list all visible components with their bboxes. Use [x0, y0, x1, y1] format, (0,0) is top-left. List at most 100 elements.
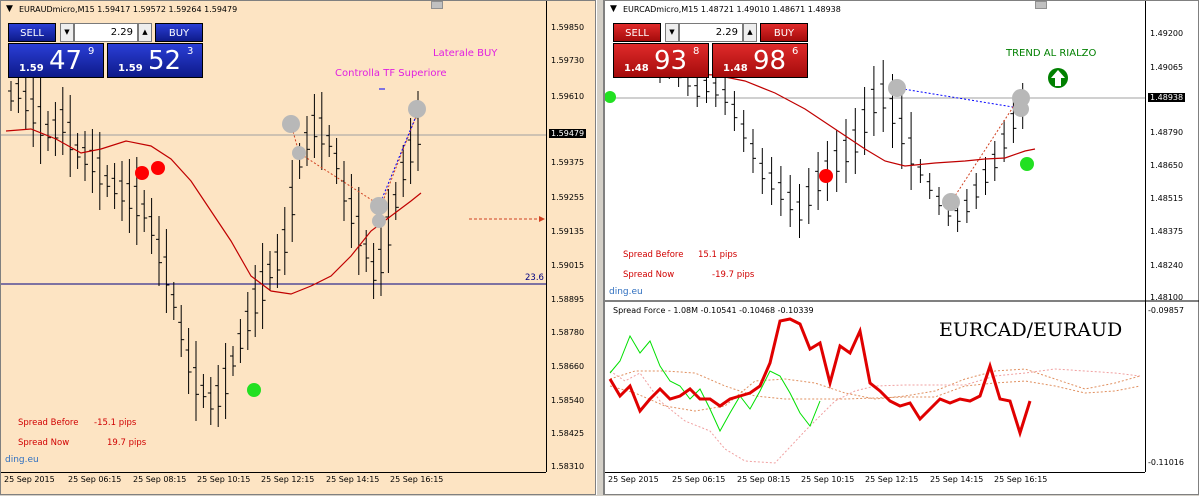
sell-price-pipette: 8	[693, 46, 700, 57]
sell-price-button[interactable]: 1.48 93 8	[613, 43, 709, 78]
eurcad-price-chart	[605, 53, 1199, 464]
lot-size-input[interactable]: 2.29	[74, 23, 138, 42]
time-label: 25 Sep 16:15	[994, 475, 1048, 484]
current-price-label: 1.48938	[1148, 93, 1186, 102]
price-label: 1.58780	[551, 328, 585, 337]
spread-force-line	[608, 317, 1032, 439]
buy-signal-dot	[605, 91, 616, 103]
price-label: 1.48790	[1150, 128, 1184, 137]
spread-now-label: Spread Now	[623, 270, 675, 280]
time-label: 25 Sep 14:15	[326, 475, 380, 484]
price-label: 1.58540	[551, 396, 585, 405]
price-label: 1.59255	[551, 193, 585, 202]
buy-price-prefix: 1.59	[118, 63, 143, 74]
sell-price-big: 93	[654, 46, 688, 76]
moving-average-line	[614, 68, 1036, 167]
blue-projection-line	[378, 108, 420, 207]
sell-price-button[interactable]: 1.59 47 9	[8, 43, 104, 78]
signal-line	[609, 368, 1141, 464]
price-label: 1.49200	[1150, 29, 1184, 38]
annotation-laterale: Laterale BUY	[433, 48, 498, 59]
lot-decrease-button[interactable]: ▼	[665, 23, 679, 42]
price-label: 1.49065	[1150, 63, 1184, 72]
eurcad-chart-window[interactable]: ▼ EURCADmicro,M15 1.48721 1.49010 1.4867…	[604, 0, 1199, 495]
spread-now-value: 19.7 pips	[107, 438, 147, 448]
indicator-title: Spread Force - 1.08M -0.10541 -0.10468 -…	[613, 306, 814, 315]
green-series-line	[609, 334, 821, 433]
pivot-marker	[282, 115, 300, 133]
chart-title: EURAUDmicro,M15 1.59417 1.59572 1.59264 …	[19, 5, 238, 14]
chart-shift-marker[interactable]	[431, 1, 443, 9]
lot-size-input[interactable]: 2.29	[679, 23, 743, 42]
time-axis[interactable]: 25 Sep 2015 25 Sep 06:15 25 Sep 08:15 25…	[1, 472, 546, 486]
window-menu-icon[interactable]: ▼	[6, 4, 13, 14]
sell-price-prefix: 1.48	[624, 63, 649, 74]
price-axis[interactable]: 1.59850 1.59730 1.59610 1.59479 1.59375 …	[546, 1, 598, 472]
indicator-axis[interactable]: -0.09857 -0.11016	[1145, 301, 1197, 472]
one-click-trade-panel: SELL ▼ 2.29 ▲ BUY 1.48 93 8 1.48 98 6	[613, 23, 808, 79]
watermark: ding.eu	[5, 455, 39, 465]
spread-before-label: Spread Before	[18, 418, 79, 428]
time-label: 25 Sep 08:15	[133, 475, 187, 484]
price-axis[interactable]: 1.49200 1.49065 1.48938 1.48790 1.48650 …	[1145, 1, 1197, 302]
time-label: 25 Sep 10:15	[197, 475, 251, 484]
sell-signal-dot	[819, 169, 833, 183]
lot-decrease-button[interactable]: ▼	[60, 23, 74, 42]
pivot-marker	[292, 146, 306, 160]
time-label: 25 Sep 2015	[608, 475, 659, 484]
pivot-marker	[372, 214, 386, 228]
candles-group	[657, 53, 1026, 238]
buy-signal-dot	[247, 383, 261, 397]
buy-price-big: 52	[148, 46, 182, 76]
lot-increase-button[interactable]: ▲	[138, 23, 152, 42]
fibonacci-level-label: 23.6	[525, 273, 544, 283]
sell-signal-dot	[151, 161, 165, 175]
time-label: 25 Sep 16:15	[390, 475, 444, 484]
candles-group	[8, 69, 421, 427]
spread-force-indicator	[608, 317, 1141, 464]
spread-now-value: -19.7 pips	[712, 270, 755, 280]
buy-button[interactable]: BUY	[760, 23, 808, 42]
price-label: 1.48515	[1150, 194, 1184, 203]
one-click-trade-panel: SELL ▼ 2.29 ▲ BUY 1.59 47 9 1.59 52 3	[8, 23, 203, 79]
buy-price-big: 98	[753, 46, 787, 76]
sell-price-pipette: 9	[88, 46, 95, 57]
chart-title: EURCADmicro,M15 1.48721 1.49010 1.48671 …	[623, 5, 841, 14]
buy-price-pipette: 3	[187, 46, 194, 57]
sell-price-big: 47	[49, 46, 83, 76]
price-label: 1.48100	[1150, 293, 1184, 302]
buy-price-button[interactable]: 1.48 98 6	[712, 43, 808, 78]
spread-now-label: Spread Now	[18, 438, 70, 448]
price-label: 1.48650	[1150, 161, 1184, 170]
time-label: 25 Sep 06:15	[68, 475, 122, 484]
pivot-marker	[888, 79, 906, 97]
pivot-marker	[370, 197, 388, 215]
sell-button[interactable]: SELL	[613, 23, 661, 42]
time-axis[interactable]: 25 Sep 2015 25 Sep 06:15 25 Sep 08:15 25…	[605, 472, 1145, 486]
time-label: 25 Sep 12:15	[865, 475, 919, 484]
window-splitter[interactable]	[596, 0, 604, 495]
blue-trend-line	[896, 87, 1020, 109]
chart-shift-marker[interactable]	[1035, 1, 1047, 9]
time-label: 25 Sep 14:15	[930, 475, 984, 484]
price-label: 1.59730	[551, 56, 585, 65]
watermark: ding.eu	[609, 287, 643, 297]
price-label: 1.59375	[551, 158, 585, 167]
euraud-chart-window[interactable]: ▼ EURAUDmicro,M15 1.59417 1.59572 1.5926…	[0, 0, 596, 495]
indicator-label: -0.11016	[1148, 458, 1184, 467]
pivot-marker	[942, 193, 960, 211]
spread-before-value: -15.1 pips	[94, 418, 137, 428]
sell-button[interactable]: SELL	[8, 23, 56, 42]
window-menu-icon[interactable]: ▼	[610, 4, 617, 14]
price-label: 1.58895	[551, 295, 585, 304]
price-label: 1.59850	[551, 23, 585, 32]
buy-price-button[interactable]: 1.59 52 3	[107, 43, 203, 78]
time-label: 25 Sep 10:15	[801, 475, 855, 484]
sell-signal-dot	[135, 166, 149, 180]
pair-label: EURCAD/EURAUD	[939, 319, 1123, 341]
pivot-marker	[408, 100, 426, 118]
buy-signal-dot	[1020, 157, 1034, 171]
buy-button[interactable]: BUY	[155, 23, 203, 42]
price-label: 1.59135	[551, 227, 585, 236]
lot-increase-button[interactable]: ▲	[743, 23, 757, 42]
